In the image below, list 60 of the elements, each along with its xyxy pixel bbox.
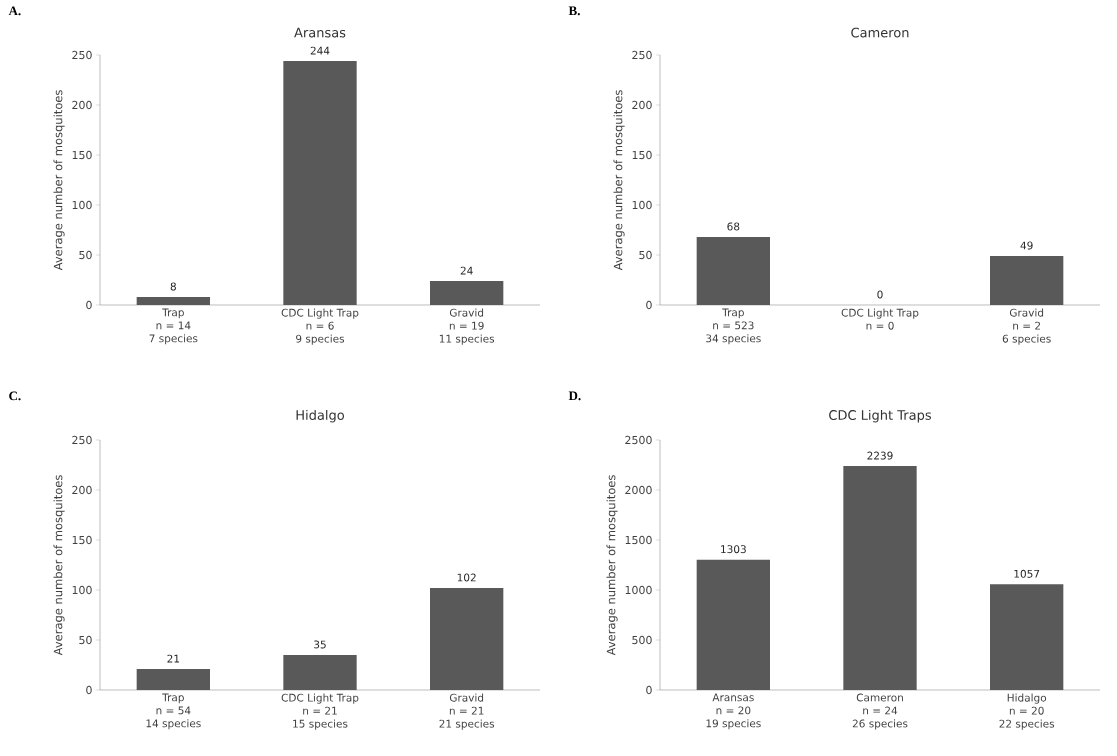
data-label: 244 <box>310 46 330 55</box>
x-tick-label: CDC Light Trap n = 0 <box>841 308 919 330</box>
x-tick-label: Trap n = 14 7 species <box>149 308 198 345</box>
y-tick-label: 1000 <box>625 585 652 595</box>
data-label: 0 <box>877 290 883 299</box>
x-tick-label: Trap n = 54 14 species <box>146 693 201 730</box>
y-tick-label: 250 <box>632 50 652 60</box>
data-label: 2239 <box>867 451 893 460</box>
y-tick-label: 200 <box>72 100 92 110</box>
data-label: 21 <box>167 654 180 663</box>
text: D. <box>568 391 581 401</box>
y-tick-label: 2000 <box>625 485 652 495</box>
chart-title: Cameron <box>851 27 909 38</box>
y-tick-label: 50 <box>639 250 652 260</box>
y-tick-label: 0 <box>646 300 652 310</box>
data-label: 1303 <box>721 545 746 554</box>
x-tick-label: CDC Light Trap n = 6 9 species <box>281 308 359 345</box>
data-label: 8 <box>170 282 176 291</box>
y-tick-label: 150 <box>72 150 92 160</box>
chart-title: Hidalgo <box>296 409 345 423</box>
x-tick-label: Gravid n = 2 6 species <box>1002 308 1051 345</box>
y-tick-label: 150 <box>632 150 652 160</box>
chart-title: Aransas <box>294 27 346 38</box>
y-tick-label: 250 <box>72 50 92 60</box>
y-axis-title: Average number of mosquitoes <box>53 90 65 271</box>
x-tick-label: CDC Light Trap n = 21 15 species <box>281 693 359 730</box>
y-tick-label: 0 <box>86 685 92 695</box>
y-tick-label: 100 <box>72 200 92 210</box>
y-tick-label: 150 <box>72 535 92 545</box>
y-axis-title: Average number of mosquitoes <box>53 475 65 656</box>
text: A. <box>8 6 21 16</box>
y-tick-label: 100 <box>632 200 652 210</box>
data-label: 49 <box>1020 241 1033 250</box>
data-label: 24 <box>460 266 473 275</box>
y-tick-label: 100 <box>72 585 92 595</box>
data-label: 35 <box>314 640 326 649</box>
y-tick-label: 250 <box>72 435 92 445</box>
data-label: 102 <box>457 573 476 582</box>
y-tick-label: 50 <box>79 250 92 260</box>
y-tick-label: 200 <box>632 100 652 110</box>
y-tick-label: 2500 <box>625 435 652 445</box>
y-tick-label: 500 <box>632 635 652 645</box>
y-tick-label: 200 <box>72 485 92 495</box>
text: B. <box>568 6 580 16</box>
data-label: 68 <box>727 222 740 231</box>
text: C. <box>9 391 21 401</box>
chart-title: CDC Light Traps <box>829 409 931 423</box>
x-tick-label: Trap n = 523 34 species <box>706 308 761 345</box>
x-tick-label: Hidalgo n = 20 22 species <box>999 693 1055 730</box>
y-tick-label: 50 <box>79 635 92 645</box>
data-label: 1057 <box>1014 569 1040 578</box>
y-tick-label: 0 <box>86 300 92 310</box>
x-tick-label: Aransas n = 20 19 species <box>706 693 761 730</box>
x-tick-label: Gravid n = 21 21 species <box>439 693 495 730</box>
x-tick-label: Gravid n = 19 11 species <box>439 308 495 345</box>
y-axis-title: Average number of mosquitoes <box>606 475 618 656</box>
y-tick-label: 0 <box>646 685 652 695</box>
x-tick-label: Cameron n = 24 26 species <box>852 693 908 730</box>
y-tick-label: 1500 <box>625 535 652 545</box>
y-axis-title: Average number of mosquitoes <box>613 90 625 271</box>
